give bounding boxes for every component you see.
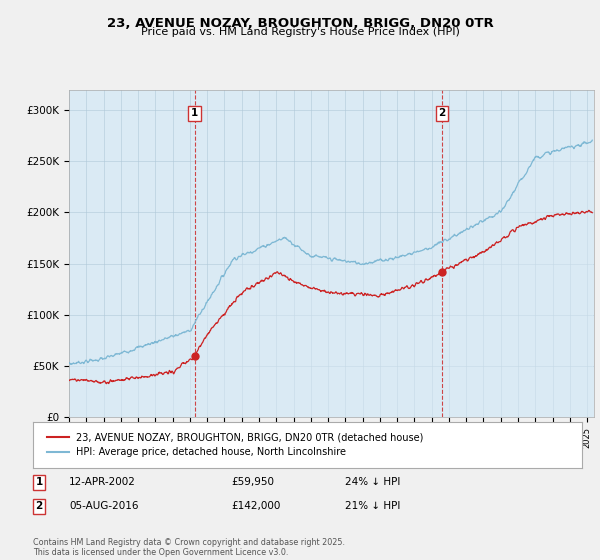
- Text: 2: 2: [35, 501, 43, 511]
- Text: £59,950: £59,950: [231, 477, 274, 487]
- Text: 1: 1: [35, 477, 43, 487]
- Text: 2: 2: [438, 108, 445, 118]
- Text: 12-APR-2002: 12-APR-2002: [69, 477, 136, 487]
- Text: 05-AUG-2016: 05-AUG-2016: [69, 501, 139, 511]
- Text: 23, AVENUE NOZAY, BROUGHTON, BRIGG, DN20 0TR: 23, AVENUE NOZAY, BROUGHTON, BRIGG, DN20…: [107, 17, 493, 30]
- Text: 21% ↓ HPI: 21% ↓ HPI: [345, 501, 400, 511]
- Text: Contains HM Land Registry data © Crown copyright and database right 2025.
This d: Contains HM Land Registry data © Crown c…: [33, 538, 345, 557]
- Legend: 23, AVENUE NOZAY, BROUGHTON, BRIGG, DN20 0TR (detached house), HPI: Average pric: 23, AVENUE NOZAY, BROUGHTON, BRIGG, DN20…: [43, 428, 428, 461]
- Text: 24% ↓ HPI: 24% ↓ HPI: [345, 477, 400, 487]
- Text: 1: 1: [191, 108, 199, 118]
- Text: Price paid vs. HM Land Registry's House Price Index (HPI): Price paid vs. HM Land Registry's House …: [140, 27, 460, 37]
- Text: £142,000: £142,000: [231, 501, 280, 511]
